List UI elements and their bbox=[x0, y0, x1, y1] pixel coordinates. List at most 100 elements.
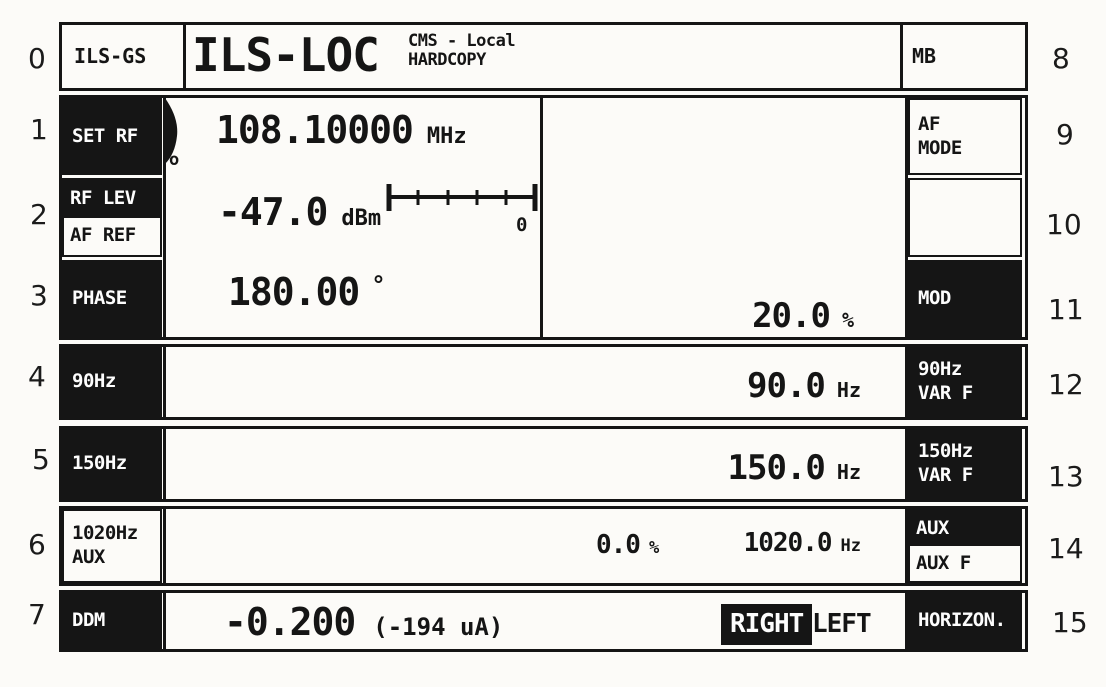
rf-frequency-field[interactable]: 108.10000 MHz bbox=[216, 108, 467, 152]
ddm-left-divider bbox=[163, 590, 166, 652]
phase-field[interactable]: 180.00 ° bbox=[228, 270, 386, 314]
mod-depth-value: 20.0 bbox=[752, 296, 831, 336]
key-number-7: 7 bbox=[28, 598, 46, 631]
softkey-150hz[interactable]: 150Hz bbox=[62, 429, 162, 499]
header-block bbox=[59, 22, 1028, 91]
rf-frequency-value: 108.10000 bbox=[216, 108, 414, 152]
tone-90hz-frequency-field[interactable]: 90.0 Hz bbox=[747, 366, 861, 406]
ddm-right-divider bbox=[905, 590, 908, 652]
softkey-150hz-label: 150Hz bbox=[72, 452, 127, 475]
tone-90hz-right-divider bbox=[905, 344, 908, 420]
tone-150hz-frequency-unit: Hz bbox=[836, 460, 861, 484]
status-lines: CMS - Local HARDCOPY bbox=[408, 31, 516, 70]
softkey-90hz-label: 90Hz bbox=[72, 370, 116, 393]
ddm-value: -0.200 bbox=[224, 600, 356, 644]
tone-1020hz-depth-value: 0.0 bbox=[596, 530, 641, 560]
key-number-11: 11 bbox=[1048, 293, 1084, 326]
header-divider-right bbox=[900, 22, 903, 91]
softkey-phase[interactable]: PHASE bbox=[62, 260, 162, 337]
header-divider-left bbox=[183, 22, 186, 91]
key-number-12: 12 bbox=[1048, 368, 1084, 401]
softkey-90hz-var-f-line1: 90Hz bbox=[918, 358, 962, 381]
tone-1020hz-left-divider bbox=[163, 506, 166, 586]
softkey-blank-10[interactable] bbox=[908, 178, 1022, 257]
rf-block bbox=[59, 95, 1028, 340]
tone-1020hz-block bbox=[59, 506, 1028, 586]
softkey-90hz-var-f[interactable]: 90Hz VAR F bbox=[908, 347, 1022, 417]
mod-depth-unit: % bbox=[841, 308, 854, 332]
softkey-phase-label: PHASE bbox=[72, 286, 127, 309]
tone-150hz-right-divider bbox=[905, 426, 908, 502]
tone-150hz-block bbox=[59, 426, 1028, 502]
level-meter-scale bbox=[386, 184, 538, 211]
tone-1020hz-depth-field[interactable]: 0.0 % bbox=[596, 530, 659, 560]
softkey-af-mode-line2: MODE bbox=[918, 136, 962, 159]
rf-level-unit: dBm bbox=[341, 206, 382, 231]
softkey-horizon-label: HORIZON. bbox=[918, 609, 1006, 632]
phase-unit: ° bbox=[371, 271, 385, 299]
tone-150hz-left-divider bbox=[163, 426, 166, 502]
softkey-ddm-label: DDM bbox=[72, 609, 105, 632]
tone-90hz-frequency-unit: Hz bbox=[836, 378, 861, 402]
key-number-5: 5 bbox=[32, 443, 50, 476]
ddm-toggle-left[interactable]: LEFT bbox=[812, 609, 872, 639]
tone-1020hz-frequency-unit: Hz bbox=[840, 536, 861, 556]
softkey-mod-label: MOD bbox=[918, 286, 951, 309]
key-number-10: 10 bbox=[1046, 208, 1082, 241]
softkey-aux-f-label: AUX F bbox=[916, 551, 971, 574]
tone-90hz-frequency-value: 90.0 bbox=[747, 366, 826, 406]
mod-depth-field[interactable]: 20.0 % bbox=[752, 296, 854, 336]
status-hardcopy: HARDCOPY bbox=[408, 50, 486, 70]
softkey-150hz-var-f-line1: 150Hz bbox=[918, 440, 973, 463]
key-number-9: 9 bbox=[1056, 118, 1074, 151]
softkey-90hz-var-f-line2: VAR F bbox=[918, 382, 973, 404]
key-number-15: 15 bbox=[1052, 606, 1088, 639]
ddm-toggle-right[interactable]: RIGHT bbox=[721, 604, 813, 645]
softkey-1020hz-aux[interactable]: 1020Hz AUX bbox=[62, 509, 162, 583]
softkey-ils-gs[interactable]: ILS-GS bbox=[74, 44, 147, 68]
softkey-horizon[interactable]: HORIZON. bbox=[908, 593, 1022, 649]
softkey-1020hz-aux-line1: 1020Hz bbox=[72, 522, 138, 545]
softkey-aux-aux-f[interactable]: AUX AUX F bbox=[908, 509, 1022, 583]
softkey-rf-lev-af-ref[interactable]: RF LEV AF REF bbox=[62, 178, 162, 257]
tone-1020hz-depth-unit: % bbox=[648, 538, 660, 558]
softkey-af-mode[interactable]: AF MODE bbox=[908, 98, 1022, 175]
rf-left-column-divider bbox=[163, 95, 166, 340]
ddm-value-field[interactable]: -0.200 (-194 uA) bbox=[224, 600, 503, 644]
softkey-1020hz-aux-line2: AUX bbox=[72, 546, 105, 568]
phase-value: 180.00 bbox=[228, 270, 360, 314]
softkey-set-rf-label: SET RF bbox=[72, 124, 138, 147]
status-mode: CMS - Local bbox=[408, 31, 516, 51]
tone-1020hz-frequency-value: 1020.0 bbox=[743, 528, 833, 558]
softkey-ddm[interactable]: DDM bbox=[62, 593, 162, 649]
level-meter-zero-label: 0 bbox=[516, 214, 528, 236]
knob-position-marker: o bbox=[169, 150, 180, 170]
key-number-6: 6 bbox=[28, 528, 46, 561]
softkey-aux-label: AUX bbox=[910, 511, 1020, 546]
tone-90hz-left-divider bbox=[163, 344, 166, 420]
page-title: ILS-LOC bbox=[192, 28, 380, 82]
softkey-mod[interactable]: MOD bbox=[908, 260, 1022, 337]
softkey-set-rf[interactable]: SET RF bbox=[62, 98, 162, 175]
tone-150hz-frequency-field[interactable]: 150.0 Hz bbox=[728, 448, 861, 488]
tone-1020hz-frequency-field[interactable]: 1020.0 Hz bbox=[744, 528, 861, 558]
softkey-150hz-var-f[interactable]: 150Hz VAR F bbox=[908, 429, 1022, 499]
key-number-8: 8 bbox=[1052, 42, 1070, 75]
rf-right-column-divider bbox=[905, 95, 908, 340]
rotary-knob-icon bbox=[164, 98, 178, 164]
rf-frequency-unit: MHz bbox=[426, 124, 467, 149]
rf-level-value: -47.0 bbox=[218, 190, 328, 234]
key-number-1: 1 bbox=[30, 113, 48, 146]
softkey-mb[interactable]: MB bbox=[912, 44, 937, 68]
softkey-150hz-var-f-line2: VAR F bbox=[918, 464, 973, 486]
key-number-2: 2 bbox=[30, 198, 48, 231]
key-number-13: 13 bbox=[1048, 460, 1084, 493]
tone-150hz-frequency-value: 150.0 bbox=[727, 448, 826, 488]
rf-level-field[interactable]: -47.0 dBm bbox=[218, 190, 381, 234]
ddm-secondary-value: (-194 uA) bbox=[373, 613, 504, 641]
key-number-14: 14 bbox=[1048, 532, 1084, 565]
ddm-block bbox=[59, 590, 1028, 652]
softkey-af-mode-line1: AF bbox=[918, 112, 940, 135]
softkey-90hz[interactable]: 90Hz bbox=[62, 347, 162, 417]
key-number-4: 4 bbox=[28, 360, 46, 393]
